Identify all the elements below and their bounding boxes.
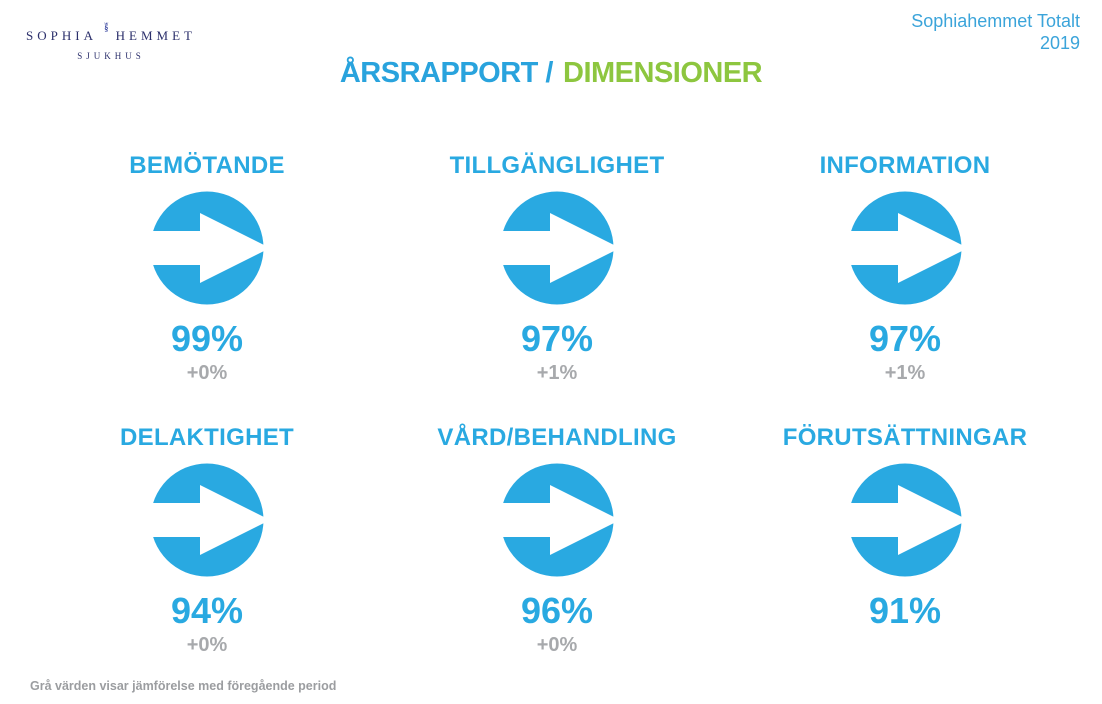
monogram-s-icon: § (104, 24, 108, 33)
page-title-blue: ÅRSRAPPORT / (339, 57, 554, 89)
card-delta (735, 635, 1075, 655)
arrow-right-circle-icon (494, 191, 620, 305)
arrow-right-circle-icon (494, 463, 620, 577)
report-unit-block: Sophiahemmet Totalt 2019 (911, 10, 1080, 54)
card-delta: +0% (536, 634, 578, 656)
logo-word-hemmet: HEMMET (115, 28, 196, 43)
logo-word-sophia: SOPHIA (26, 28, 97, 43)
dimension-card-forutsattningar: FÖRUTSÄTTNINGAR 91% (735, 424, 1075, 655)
logo-row: SOPHIA § HEMMET (26, 4, 196, 50)
page-title-green: DIMENSIONER (563, 57, 763, 89)
card-delta: +1% (884, 362, 926, 384)
report-unit-name: Sophiahemmet Totalt (911, 11, 1080, 31)
card-delta: +0% (186, 362, 228, 384)
card-value: 97% (868, 318, 942, 359)
report-year: 2019 (1039, 33, 1080, 53)
card-value: 91% (868, 590, 942, 631)
card-title: TILLGÄNGLIGHET (449, 152, 665, 179)
dimension-card-bemotande: BEMÖTANDE 99% +0% (37, 152, 377, 383)
crown-monogram-icon: § (104, 22, 108, 33)
arrow-right-circle-icon (842, 463, 968, 577)
card-value: 94% (170, 590, 244, 631)
card-title: FÖRUTSÄTTNINGAR (782, 424, 1028, 451)
sophiahemmet-logo: SOPHIA § HEMMET SJUKHUS (26, 4, 196, 61)
logo-subtitle: SJUKHUS (77, 51, 145, 61)
arrow-right-circle-icon (144, 191, 270, 305)
card-value: 96% (520, 590, 594, 631)
footer-note: Grå värden visar jämförelse med föregåen… (30, 679, 337, 693)
card-delta: +1% (536, 362, 578, 384)
dimension-card-tillganglighet: TILLGÄNGLIGHET 97% +1% (387, 152, 727, 383)
dimension-card-information: INFORMATION 97% +1% (735, 152, 1075, 383)
card-delta: +0% (186, 634, 228, 656)
card-title: INFORMATION (819, 152, 991, 179)
card-value: 99% (170, 318, 244, 359)
dimension-card-vard-behandling: VÅRD/BEHANDLING 96% +0% (387, 424, 727, 655)
card-value: 97% (520, 318, 594, 359)
arrow-right-circle-icon (842, 191, 968, 305)
card-title: BEMÖTANDE (129, 152, 285, 179)
page-title: ÅRSRAPPORT / DIMENSIONER (0, 57, 1102, 90)
card-title: VÅRD/BEHANDLING (437, 424, 677, 451)
arrow-right-circle-icon (144, 463, 270, 577)
crown-icon (104, 22, 108, 25)
card-title: DELAKTIGHET (120, 424, 294, 451)
dimension-card-delaktighet: DELAKTIGHET 94% +0% (37, 424, 377, 655)
